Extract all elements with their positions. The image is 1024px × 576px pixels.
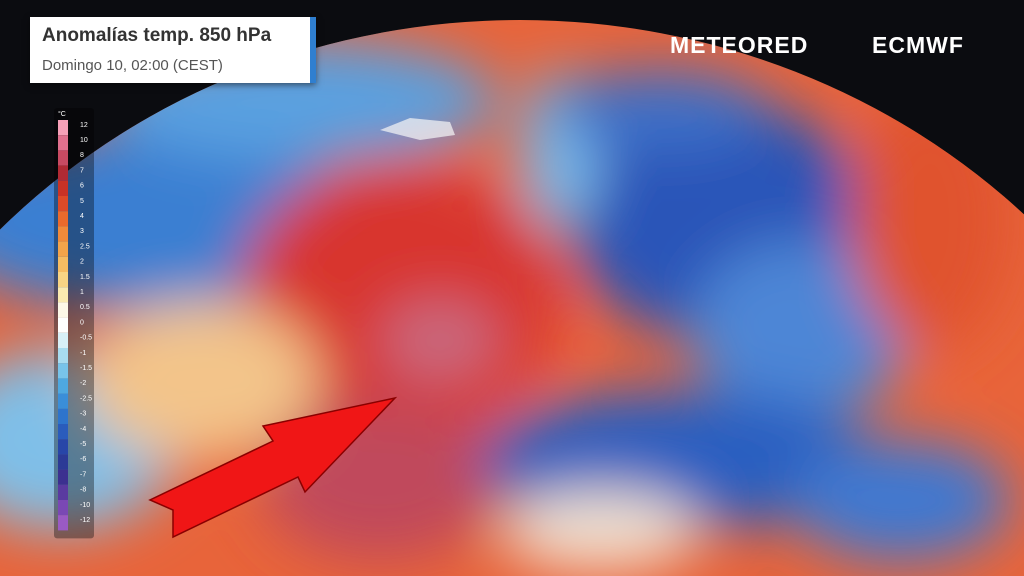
colorbar-swatch <box>58 500 68 516</box>
legend-tick-label: -2.5 <box>80 395 92 402</box>
legend-unit: °C <box>58 110 66 118</box>
colorbar: °C 12 10 8 7 6 5 4 3 2.5 2 1.5 1 0.5 0 -0.5 -1 -1.5 -2 -2.5… <box>54 108 94 539</box>
legend-tick-label: -8 <box>80 487 86 494</box>
legend-tick-label: 0.5 <box>80 304 90 311</box>
legend-tick-label: 10 <box>80 137 88 144</box>
legend-tick-label: 12 <box>80 122 88 129</box>
legend-tick-label: 2.5 <box>80 243 90 250</box>
subtitle: Domingo 10, 02:00 (CEST) <box>42 57 223 74</box>
legend-tick-label: 1 <box>80 289 84 296</box>
legend-tick-label: -4 <box>80 426 86 433</box>
legend-tick-label: 5 <box>80 198 84 205</box>
legend-tick-label: -6 <box>80 456 86 463</box>
colorbar-swatch <box>58 226 68 242</box>
colorbar-swatch <box>58 393 68 409</box>
legend-tick-label: -10 <box>80 502 90 509</box>
colorbar-swatch <box>58 424 68 440</box>
legend-tick-label: 1.5 <box>80 274 90 281</box>
legend-tick-label: -0.5 <box>80 335 92 342</box>
legend-tick-label: -7 <box>80 471 86 478</box>
colorbar-swatch <box>58 454 68 470</box>
legend-tick-label: -12 <box>80 517 90 524</box>
colorbar-swatch <box>58 256 68 272</box>
colorbar-swatch <box>58 363 68 379</box>
colorbar-swatch <box>58 241 68 257</box>
legend-tick-label: -5 <box>80 441 86 448</box>
colorbar-swatch <box>58 196 68 212</box>
colorbar-swatch <box>58 302 68 318</box>
colorbar-swatch <box>58 332 68 348</box>
arrow <box>148 396 398 539</box>
colorbar-swatch <box>58 150 68 166</box>
legend-tick-label: 4 <box>80 213 84 220</box>
title: Anomalías temp. 850 hPa <box>42 25 272 46</box>
colorbar-swatch <box>58 408 68 424</box>
legend-tick-label: 3 <box>80 228 84 235</box>
legend-tick-label: 7 <box>80 167 84 174</box>
colorbar-swatch <box>58 165 68 181</box>
title-box: Anomalías temp. 850 hPa Domingo 10, 02:0… <box>30 17 316 83</box>
colorbar-swatch <box>58 120 68 136</box>
colorbar-swatch <box>58 348 68 364</box>
colorbar-swatch <box>58 135 68 151</box>
legend-tick-label: 8 <box>80 152 84 159</box>
legend-tick-label: -2 <box>80 380 86 387</box>
colorbar-swatch <box>58 484 68 500</box>
logo-meteored: METEORED <box>670 32 809 58</box>
logo-ecmwf: ECMWF <box>872 32 964 58</box>
colorbar-swatch <box>58 211 68 227</box>
legend-tick-label: -1 <box>80 350 86 357</box>
legend-tick-label: -3 <box>80 411 86 418</box>
colorbar-swatch <box>58 515 68 531</box>
colorbar-swatch <box>58 439 68 455</box>
legend-tick-label: 2 <box>80 259 84 266</box>
colorbar-swatch <box>58 272 68 288</box>
legend-tick-label: -1.5 <box>80 365 92 372</box>
colorbar-swatch <box>58 378 68 394</box>
legend-tick-label: 0 <box>80 319 84 326</box>
colorbar-swatch <box>58 287 68 303</box>
legend-tick-label: 6 <box>80 183 84 190</box>
colorbar-swatch <box>58 317 68 333</box>
colorbar-swatch <box>58 469 68 485</box>
colorbar-swatch <box>58 180 68 196</box>
